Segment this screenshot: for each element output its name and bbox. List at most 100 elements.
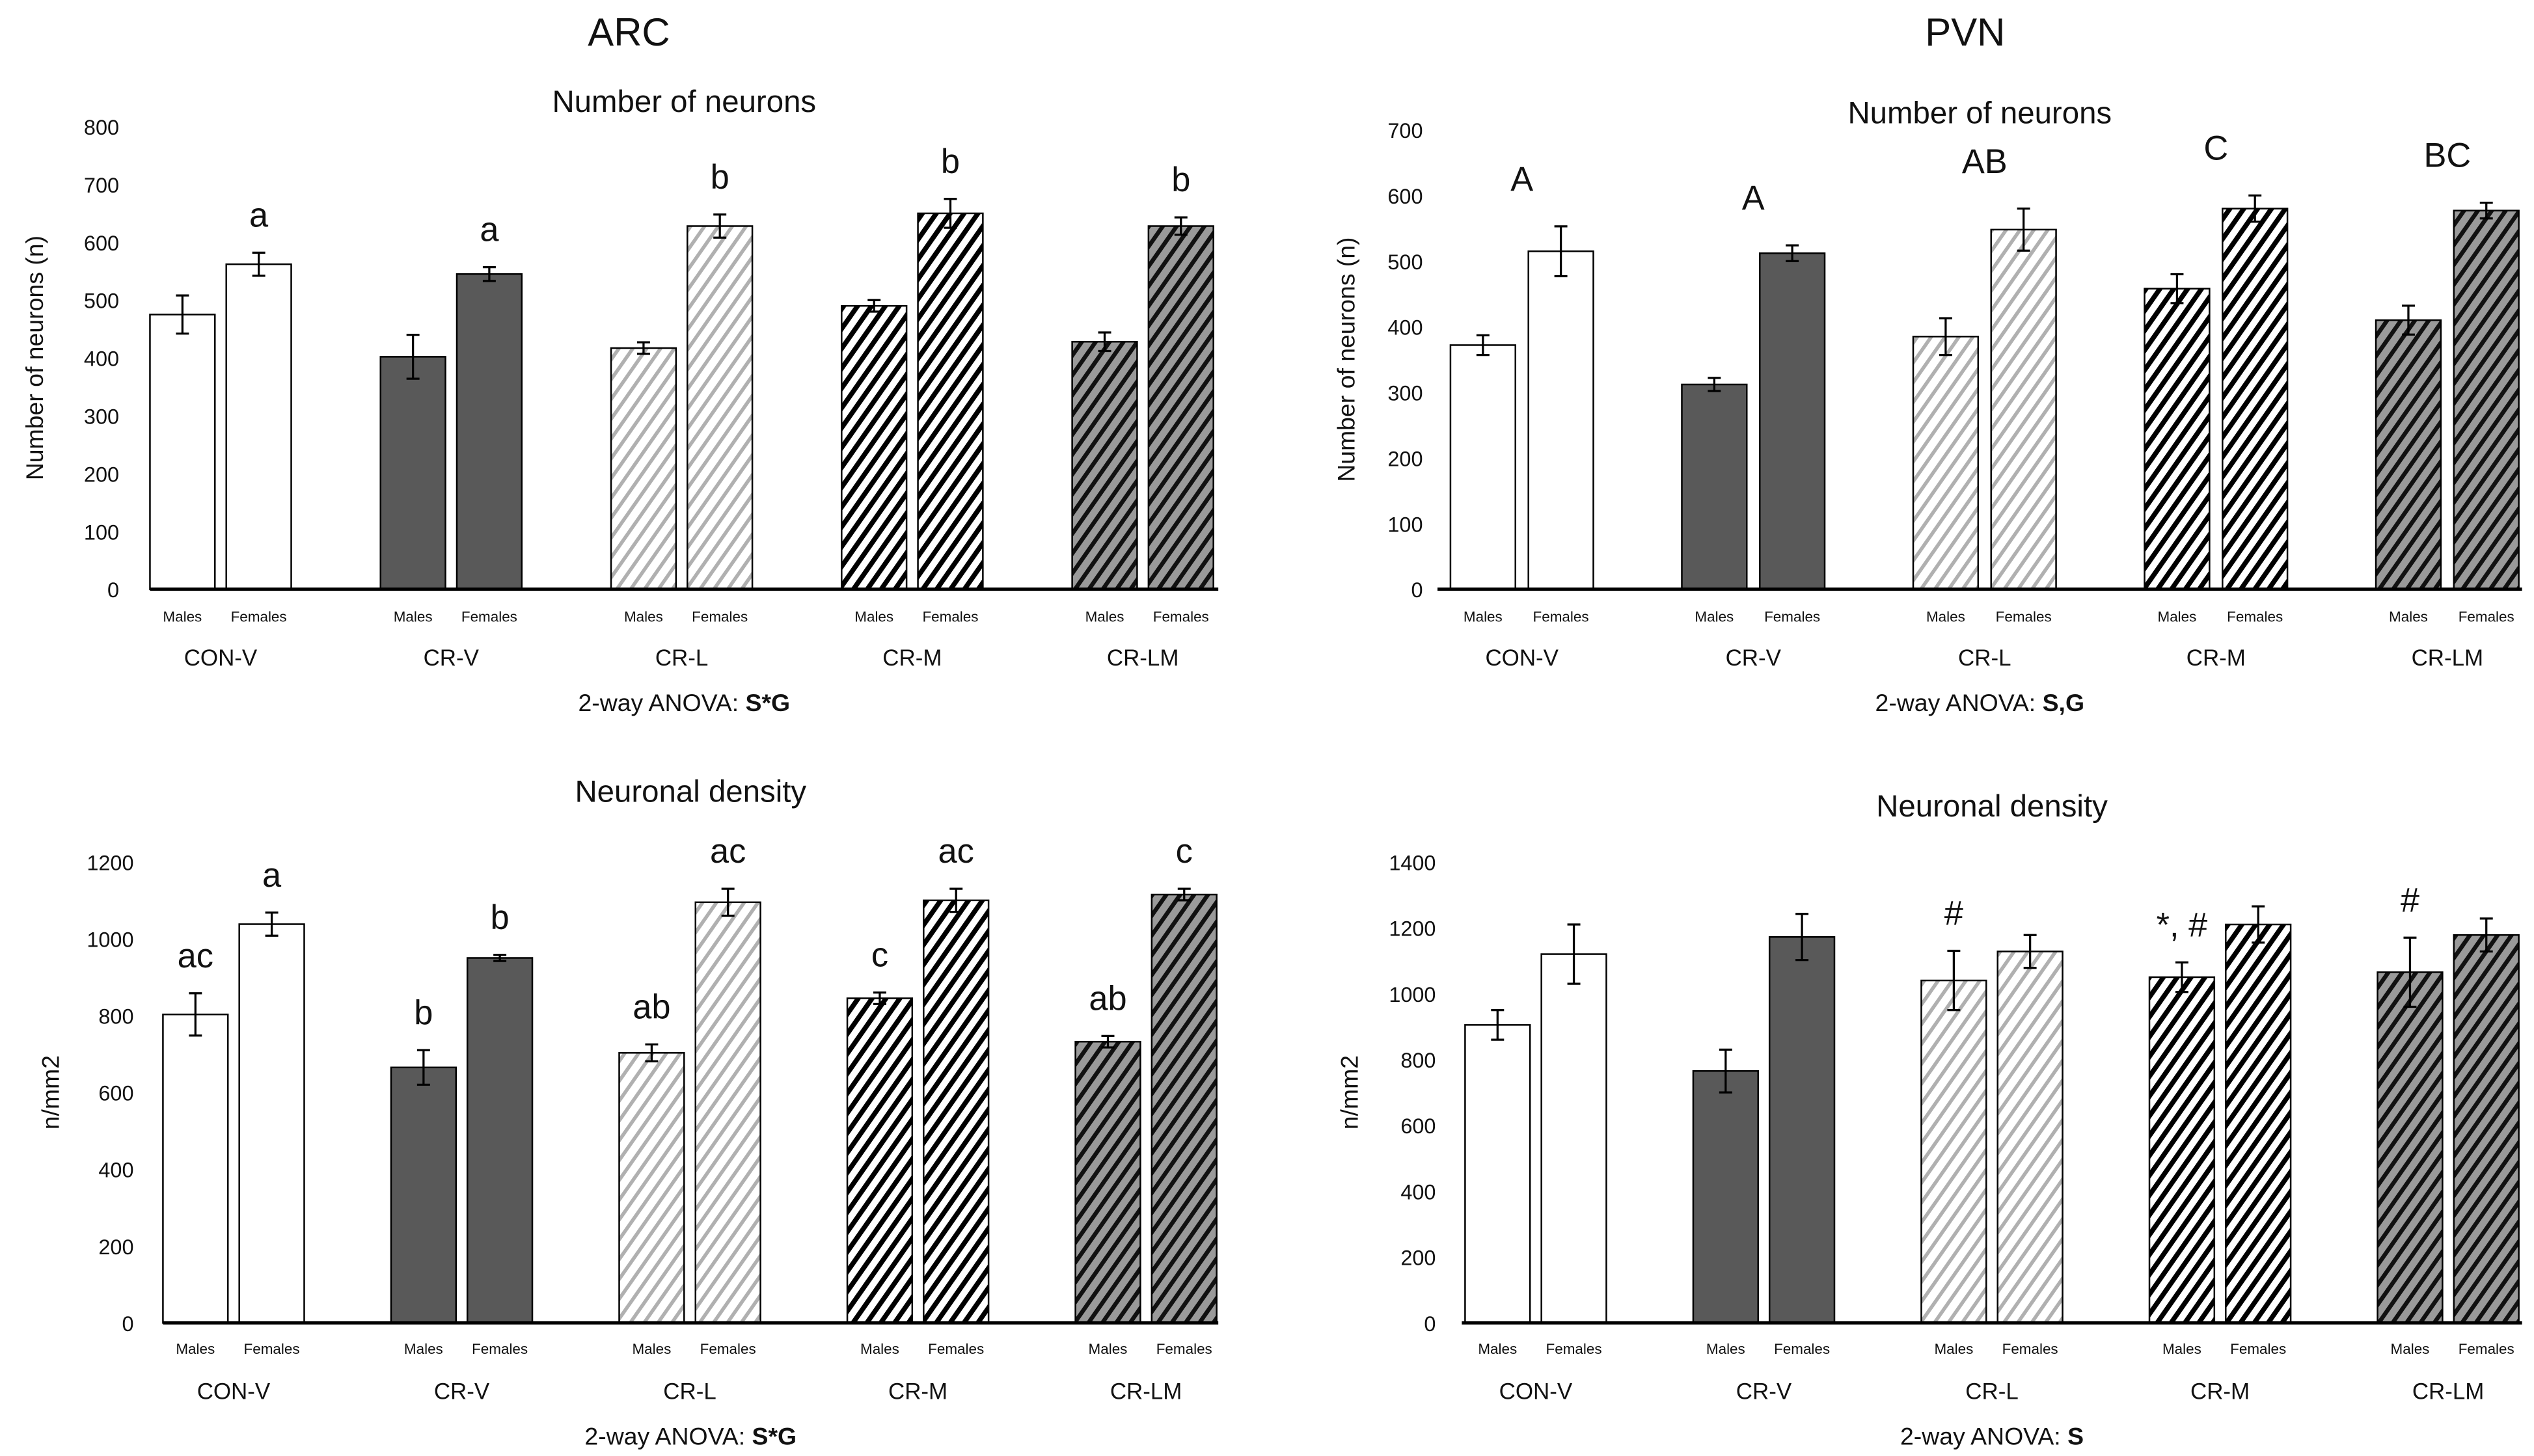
significance-label: a bbox=[262, 857, 282, 895]
chart-pvn-count: Number of neurons 0 100 200 300 400 500 600 700 N… bbox=[1333, 96, 2522, 716]
sex-label: Males bbox=[2391, 1341, 2430, 1357]
sex-label: Males bbox=[1089, 1341, 1128, 1357]
bar-females-cr-m bbox=[2222, 208, 2289, 590]
group-label: CR-M bbox=[2187, 645, 2246, 671]
y-tick-label: 300 bbox=[1387, 382, 1423, 405]
sex-label: Females bbox=[1996, 609, 2052, 625]
significance-label: a bbox=[480, 211, 499, 249]
significance-label: b bbox=[941, 143, 960, 181]
bar-males-cr-l bbox=[1920, 979, 1987, 1324]
significance-label: AB bbox=[1962, 143, 2008, 181]
anova-prefix: 2-way ANOVA: bbox=[578, 689, 745, 716]
sex-label: Females bbox=[2459, 1341, 2514, 1357]
group-label: CR-LM bbox=[2412, 1379, 2485, 1405]
sex-label: Males bbox=[860, 1341, 899, 1357]
bar-males-cr-lm bbox=[1071, 341, 1138, 590]
significance-label: A bbox=[1510, 161, 1533, 198]
sex-label: Females bbox=[2459, 609, 2514, 625]
sex-label: Females bbox=[1774, 1341, 1830, 1357]
anova-effect: S,G bbox=[2043, 689, 2084, 716]
y-tick-label: 1000 bbox=[1389, 983, 1436, 1006]
significance-label: *, # bbox=[2157, 906, 2208, 944]
bar-males-cr-lm bbox=[1074, 1040, 1141, 1324]
chart-title: Number of neurons bbox=[1847, 96, 2112, 131]
sex-label: Males bbox=[1478, 1341, 1517, 1357]
bar-females-cr-l bbox=[687, 225, 754, 590]
sex-label: Females bbox=[472, 1341, 528, 1357]
bar-males-cr-v bbox=[1692, 1070, 1759, 1324]
y-tick-label: 200 bbox=[84, 463, 119, 486]
group-label: CON-V bbox=[197, 1379, 271, 1405]
bar-females-con-v bbox=[1540, 953, 1607, 1324]
y-tick-label: 1400 bbox=[1389, 851, 1436, 874]
sex-label: Males bbox=[1085, 609, 1124, 625]
sex-label: Females bbox=[2230, 1341, 2286, 1357]
significance-label: b bbox=[711, 159, 729, 196]
bar-females-cr-l bbox=[694, 901, 761, 1324]
anova-prefix: 2-way ANOVA: bbox=[1900, 1423, 2067, 1450]
sex-label: Females bbox=[1533, 609, 1589, 625]
bar-females-cr-lm bbox=[1147, 225, 1214, 590]
y-tick-label: 200 bbox=[98, 1235, 133, 1259]
y-tick-label: 100 bbox=[84, 520, 119, 544]
sex-label: Males bbox=[404, 1341, 443, 1357]
anova-prefix: 2-way ANOVA: bbox=[1875, 689, 2043, 716]
bar-males-cr-m bbox=[841, 304, 908, 590]
bar-females-cr-m bbox=[917, 212, 984, 590]
bar-males-cr-m bbox=[846, 997, 914, 1324]
y-tick-label: 500 bbox=[84, 290, 119, 313]
significance-label: A bbox=[1742, 180, 1765, 217]
y-tick-label: 200 bbox=[1387, 447, 1423, 470]
bar-males-con-v bbox=[149, 314, 216, 590]
anova-effect: S*G bbox=[746, 689, 791, 716]
sex-label: Males bbox=[1695, 609, 1734, 625]
group-label: CR-L bbox=[1958, 645, 2011, 671]
significance-label: a bbox=[249, 196, 269, 234]
bar-males-cr-l bbox=[1912, 336, 1980, 590]
y-tick-label: 400 bbox=[1387, 316, 1423, 340]
y-tick-label: 600 bbox=[84, 232, 119, 255]
significance-label: c bbox=[871, 937, 888, 975]
chart-title: Neuronal density bbox=[1876, 789, 2108, 824]
bar-females-cr-lm bbox=[2453, 209, 2520, 590]
bar-females-con-v bbox=[238, 923, 305, 1324]
significance-label: b bbox=[414, 994, 433, 1032]
sex-label: Males bbox=[2389, 609, 2428, 625]
y-tick-label: 600 bbox=[98, 1082, 133, 1105]
bar-females-cr-m bbox=[2225, 923, 2292, 1324]
y-tick-label: 0 bbox=[107, 578, 119, 602]
y-tick-label: 300 bbox=[84, 405, 119, 429]
sex-label: Females bbox=[461, 609, 517, 625]
group-label: CR-V bbox=[424, 645, 480, 671]
bar-females-cr-l bbox=[1990, 228, 2057, 590]
y-tick-label: 600 bbox=[1387, 185, 1423, 208]
anova-effect: S*G bbox=[752, 1423, 797, 1450]
bar-females-cr-lm bbox=[1151, 893, 1218, 1324]
sex-label: Males bbox=[1934, 1341, 1973, 1357]
significance-label: # bbox=[1944, 895, 1963, 933]
anova-result: 2-way ANOVA: S*G bbox=[578, 689, 790, 716]
y-tick-label: 1000 bbox=[87, 928, 133, 951]
group-label: CR-V bbox=[1736, 1379, 1792, 1405]
sex-label: Females bbox=[922, 609, 978, 625]
sex-label: Males bbox=[163, 609, 202, 625]
y-tick-label: 1200 bbox=[1389, 917, 1436, 941]
significance-label: b bbox=[1171, 161, 1190, 199]
y-tick-label: 1200 bbox=[87, 851, 133, 874]
bar-females-cr-v bbox=[1768, 936, 1836, 1324]
significance-label: ac bbox=[938, 833, 974, 870]
y-tick-label: 800 bbox=[98, 1005, 133, 1029]
bar-males-con-v bbox=[1449, 344, 1516, 590]
sex-label: Males bbox=[2158, 609, 2197, 625]
bar-males-cr-v bbox=[379, 356, 446, 590]
group-label: CR-L bbox=[1965, 1379, 2018, 1405]
bar-females-cr-m bbox=[923, 899, 990, 1324]
chart-title: Number of neurons bbox=[552, 85, 816, 119]
bar-males-cr-m bbox=[2144, 288, 2211, 590]
sex-label: Males bbox=[624, 609, 663, 625]
sex-label: Females bbox=[2227, 609, 2283, 625]
chart-arc-density: Neuronal density 0 200 400 600 800 1000 1200 n/m… bbox=[37, 775, 1219, 1450]
sex-label: Females bbox=[231, 609, 287, 625]
bar-males-cr-l bbox=[618, 1052, 685, 1324]
group-label: CON-V bbox=[184, 645, 258, 671]
